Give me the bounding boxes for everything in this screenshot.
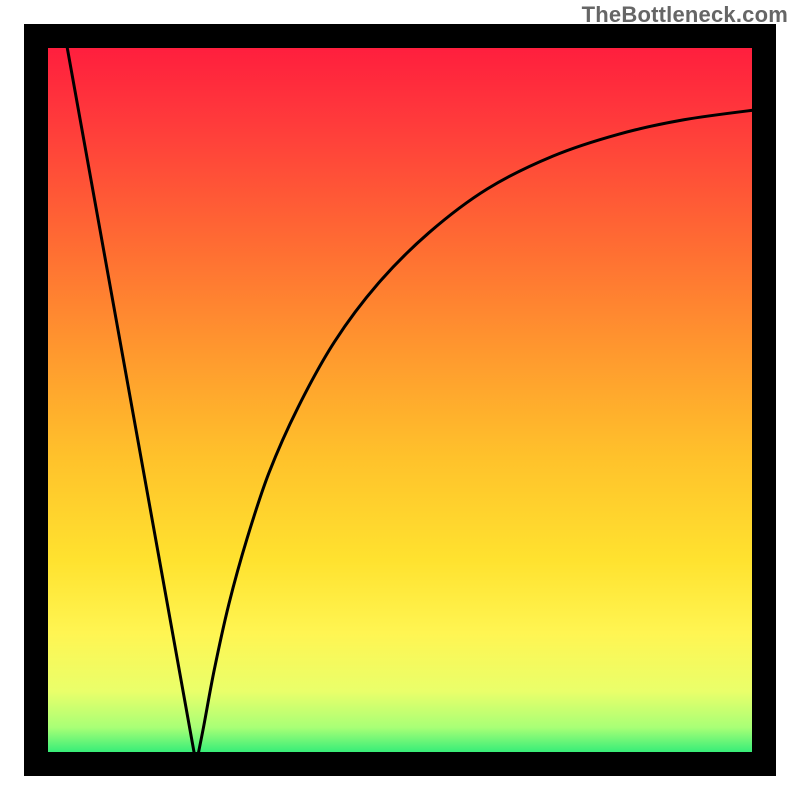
chart-container: TheBottleneck.com [0, 0, 800, 800]
watermark-text: TheBottleneck.com [582, 2, 788, 28]
gradient-background [36, 36, 764, 764]
chart-svg [0, 0, 800, 800]
